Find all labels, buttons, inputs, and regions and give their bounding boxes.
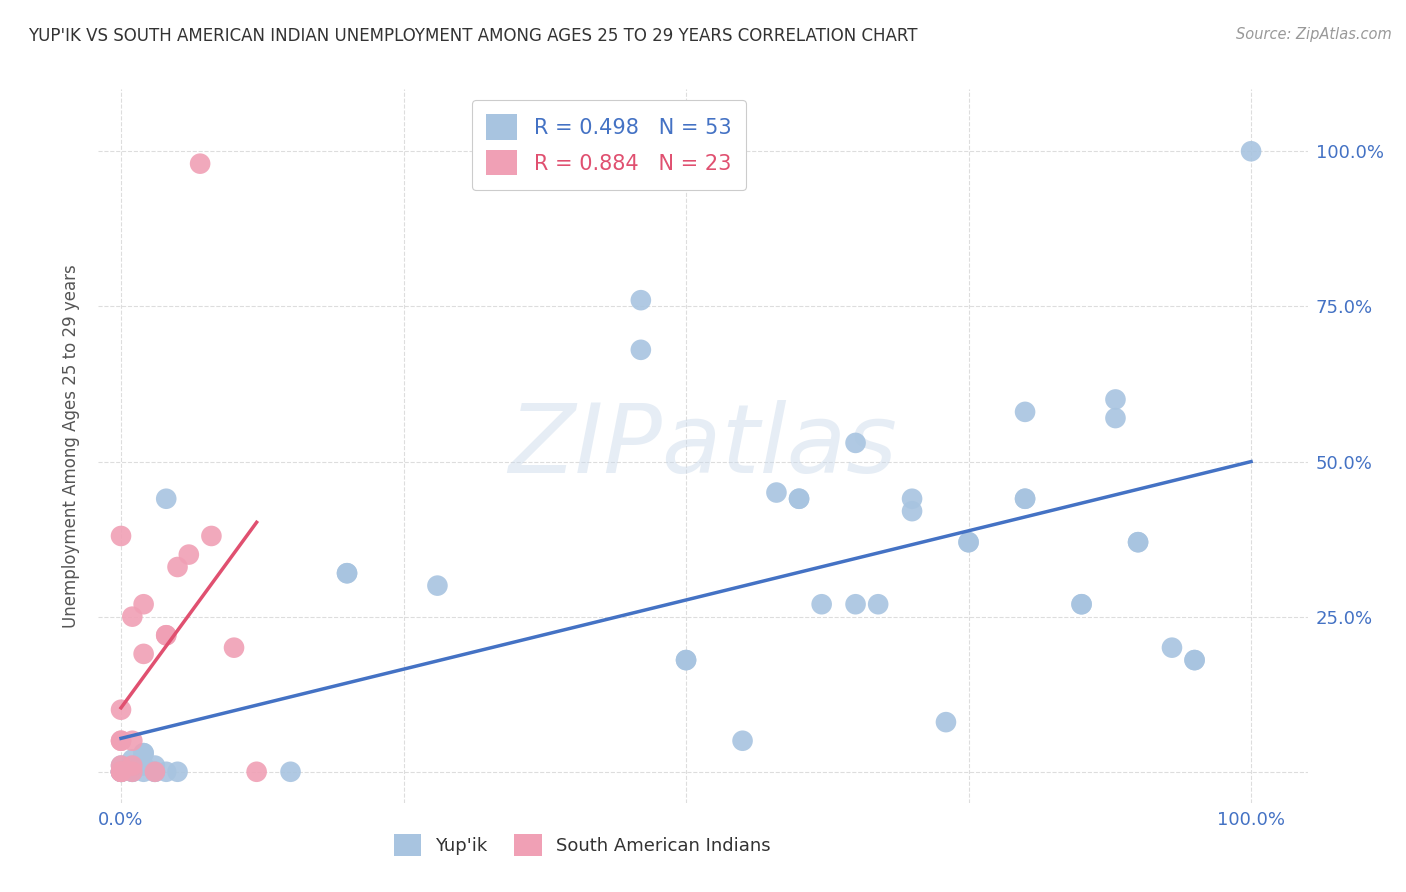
Point <box>426 579 449 593</box>
Text: Source: ZipAtlas.com: Source: ZipAtlas.com <box>1236 27 1392 42</box>
Y-axis label: Unemployment Among Ages 25 to 29 years: Unemployment Among Ages 25 to 29 years <box>62 264 80 628</box>
Legend: Yup'ik, South American Indians: Yup'ik, South American Indians <box>385 825 779 865</box>
Point <box>1070 597 1092 611</box>
Point <box>110 764 132 779</box>
Point <box>957 535 980 549</box>
Point <box>901 491 924 506</box>
Point <box>787 491 810 506</box>
Point <box>675 653 697 667</box>
Point <box>110 758 132 772</box>
Point <box>110 529 132 543</box>
Point <box>132 647 155 661</box>
Point <box>957 535 980 549</box>
Point <box>110 764 132 779</box>
Point <box>188 156 211 170</box>
Point <box>110 758 132 772</box>
Point <box>132 746 155 760</box>
Point <box>110 764 132 779</box>
Point <box>1104 411 1126 425</box>
Point <box>121 752 143 766</box>
Point <box>110 764 132 779</box>
Point <box>200 529 222 543</box>
Point <box>155 764 177 779</box>
Point <box>1104 392 1126 407</box>
Point <box>132 764 155 779</box>
Point <box>121 764 143 779</box>
Point <box>1014 491 1036 506</box>
Point <box>1184 653 1206 667</box>
Point <box>110 733 132 747</box>
Point <box>675 653 697 667</box>
Point <box>143 764 166 779</box>
Point <box>336 566 359 581</box>
Point <box>1070 597 1092 611</box>
Point <box>1014 491 1036 506</box>
Point <box>110 733 132 747</box>
Point <box>166 560 188 574</box>
Point <box>901 504 924 518</box>
Point <box>110 764 132 779</box>
Point <box>1184 653 1206 667</box>
Point <box>155 491 177 506</box>
Point <box>1126 535 1149 549</box>
Point <box>222 640 245 655</box>
Point <box>630 293 652 308</box>
Point <box>868 597 890 611</box>
Text: ZIPatlas: ZIPatlas <box>509 400 897 492</box>
Point <box>765 485 787 500</box>
Point <box>155 628 177 642</box>
Point <box>246 764 269 779</box>
Point <box>1161 640 1184 655</box>
Point <box>1240 145 1263 159</box>
Point <box>731 733 754 747</box>
Point <box>132 597 155 611</box>
Point <box>121 764 143 779</box>
Point <box>935 715 957 730</box>
Point <box>1014 405 1036 419</box>
Point <box>110 703 132 717</box>
Point <box>630 343 652 357</box>
Text: YUP'IK VS SOUTH AMERICAN INDIAN UNEMPLOYMENT AMONG AGES 25 TO 29 YEARS CORRELATI: YUP'IK VS SOUTH AMERICAN INDIAN UNEMPLOY… <box>28 27 918 45</box>
Point <box>845 597 868 611</box>
Point <box>121 764 143 779</box>
Point <box>787 491 810 506</box>
Point <box>132 758 155 772</box>
Point <box>143 758 166 772</box>
Point <box>132 746 155 760</box>
Point <box>280 764 302 779</box>
Point <box>110 764 132 779</box>
Point <box>845 436 868 450</box>
Point <box>121 733 143 747</box>
Point <box>177 548 200 562</box>
Point <box>143 764 166 779</box>
Point <box>336 566 359 581</box>
Point <box>121 758 143 772</box>
Point <box>121 758 143 772</box>
Point <box>110 764 132 779</box>
Point <box>166 764 188 779</box>
Point <box>155 628 177 642</box>
Point <box>121 609 143 624</box>
Point <box>143 764 166 779</box>
Point <box>810 597 832 611</box>
Point <box>1126 535 1149 549</box>
